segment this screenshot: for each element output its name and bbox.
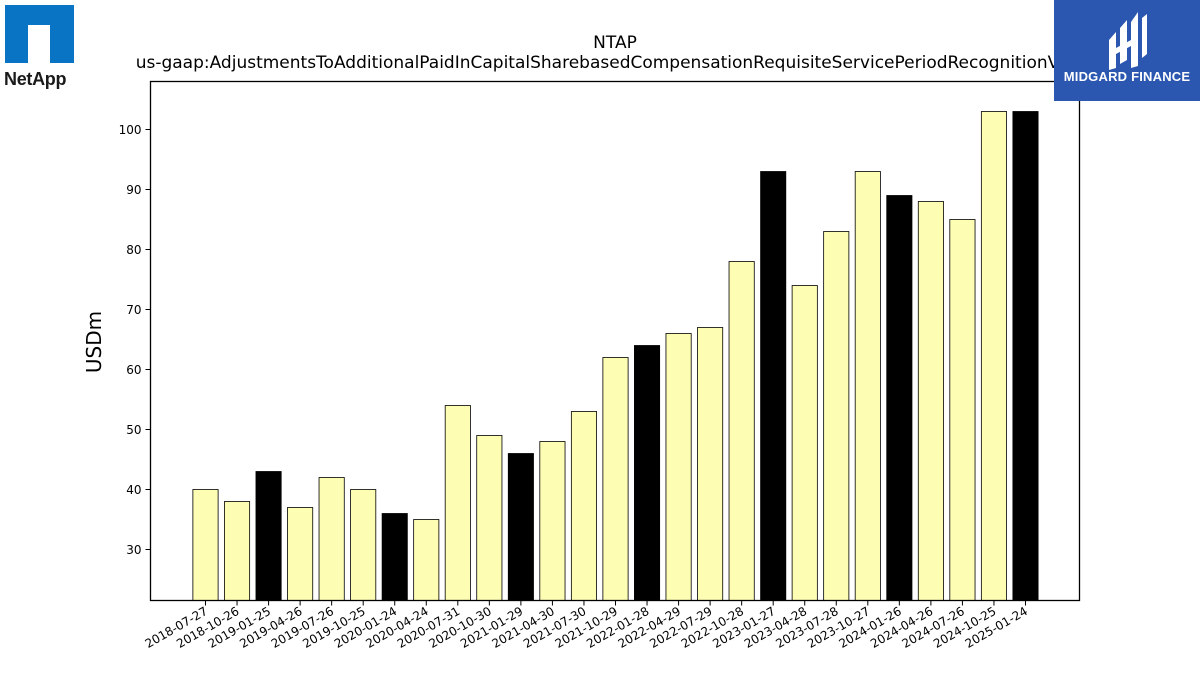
bar: [255, 471, 282, 601]
bar: [854, 171, 881, 601]
bar: [949, 219, 976, 601]
bar: [507, 453, 534, 601]
y-tick-label: 70: [126, 303, 141, 317]
netapp-logo-text: NetApp: [4, 69, 67, 89]
bar: [886, 195, 913, 601]
bar: [980, 111, 1007, 601]
bar: [287, 507, 314, 601]
bar: [350, 489, 377, 601]
y-tick-label: 40: [126, 483, 141, 497]
chart-subtitle: us-gaap:AdjustmentsToAdditionalPaidInCap…: [136, 53, 1095, 73]
bar: [476, 435, 503, 601]
x-axis: 2018-07-272018-10-262019-01-252019-04-26…: [143, 600, 1030, 651]
y-axis-label: USDm: [82, 311, 106, 373]
bar: [413, 519, 440, 601]
bar: [634, 345, 661, 601]
y-tick-label: 50: [126, 423, 141, 437]
midgard-finance-logo: MIDGARD FINANCE: [1054, 0, 1200, 101]
y-tick-label: 90: [126, 183, 141, 197]
y-axis: 30 40 50 60 70 80 90 100: [119, 123, 151, 557]
y-tick-label: 80: [126, 243, 141, 257]
plot-area: [192, 111, 1039, 601]
bar: [791, 285, 818, 601]
bar: [570, 411, 597, 601]
bar: [381, 513, 408, 601]
bar: [1012, 111, 1039, 601]
y-tick-label: 60: [126, 363, 141, 377]
bar: [224, 501, 251, 601]
bar: [665, 333, 692, 601]
y-tick-label: 100: [119, 123, 142, 137]
midgard-logo-text: MIDGARD FINANCE: [1063, 69, 1191, 84]
netapp-logo: NetApp: [4, 5, 80, 91]
bar: [823, 231, 850, 601]
chart-title: NTAP: [593, 33, 637, 53]
bar: [697, 327, 724, 601]
bar: [444, 405, 471, 601]
bar: [539, 441, 566, 601]
bar: [760, 171, 787, 601]
bar: [728, 261, 755, 601]
y-tick-label: 30: [126, 543, 141, 557]
netapp-logo-icon: [5, 5, 74, 63]
bar: [917, 201, 944, 601]
bar: [192, 489, 219, 601]
bar: [318, 477, 345, 601]
bar: [602, 357, 629, 601]
midgard-logo-icon: [1109, 12, 1147, 70]
